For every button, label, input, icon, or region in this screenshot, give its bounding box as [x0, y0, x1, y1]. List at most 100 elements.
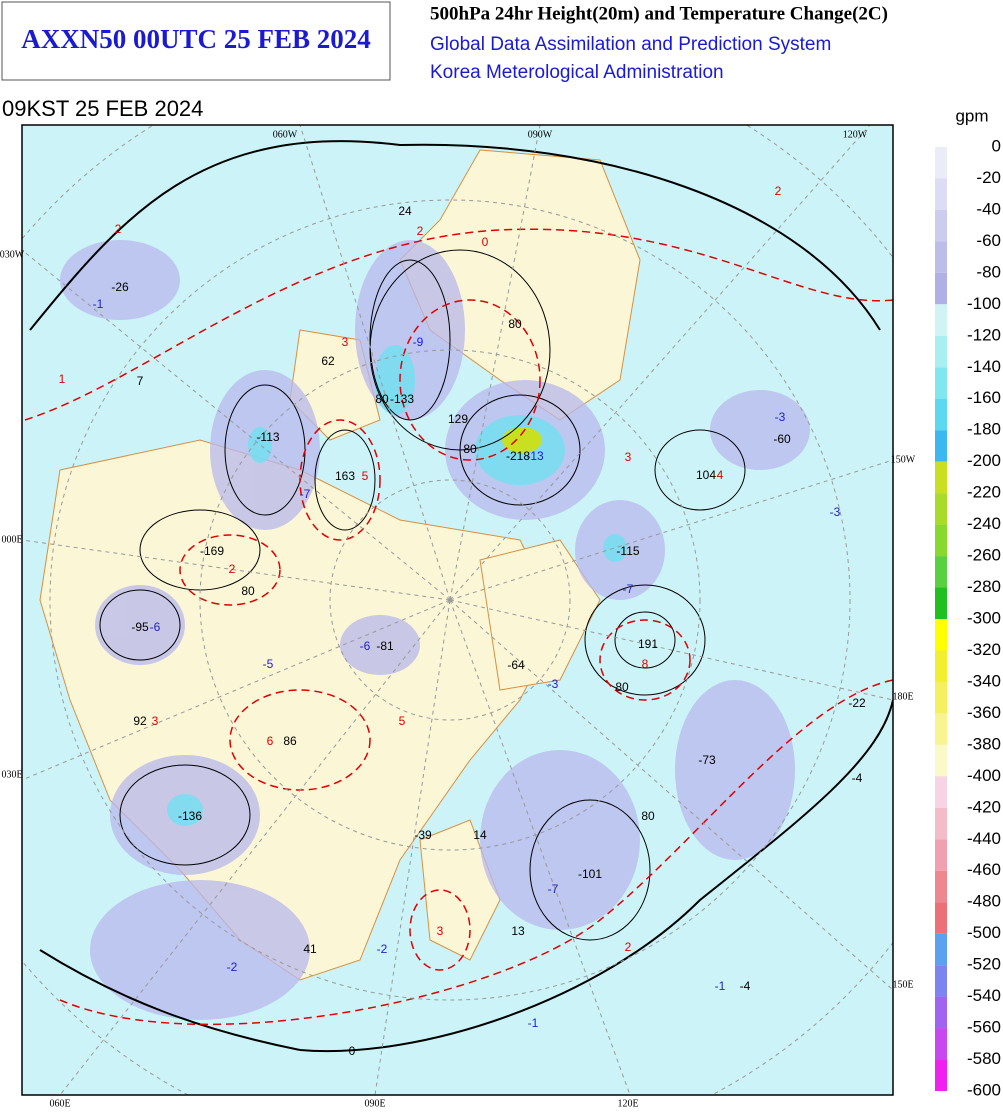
colorbar-swatch [935, 807, 947, 840]
colorbar-tick-label: -300 [967, 608, 1001, 627]
map-label: -7 [548, 882, 559, 896]
colorbar-swatch [935, 1028, 947, 1060]
map-label: -5 [263, 657, 274, 671]
map-label: -64 [507, 658, 525, 672]
colorbar-tick-label: -600 [967, 1080, 1001, 1099]
map-label: 62 [321, 354, 335, 368]
system: Global Data Assimilation and Prediction … [430, 34, 831, 55]
map-label: -22 [848, 696, 866, 710]
colorbar-tick-label: -380 [967, 734, 1001, 753]
colorbar-swatch [935, 933, 947, 966]
colorbar-swatch [935, 398, 947, 431]
map-label: 86 [283, 734, 297, 748]
map-label: 80 [508, 317, 522, 331]
map-label: -60 [773, 432, 791, 446]
map-label: 104 [696, 468, 716, 482]
colorbar-tick-label: -240 [967, 514, 1001, 533]
map-label: -136 [178, 809, 202, 823]
grid-label: 090W [528, 129, 553, 140]
map-label: -7 [623, 582, 634, 596]
colorbar-tick-label: -160 [967, 388, 1001, 407]
temperature-contours [24, 228, 893, 1026]
colorbar-swatch [935, 902, 947, 934]
colorbar-tick-label: -540 [967, 986, 1001, 1005]
map-label: 80 [241, 584, 255, 598]
map-label: 41 [303, 942, 317, 956]
grid-labels: 060W 090W 120W 030W 150W 000E 180E 030E 150E 060E… [0, 129, 916, 1109]
map-label: 2 [625, 940, 632, 954]
map-label: 3 [437, 924, 444, 938]
map-label: 2 [229, 562, 236, 576]
colorbar-swatch [935, 147, 947, 179]
grid-label: 180E [892, 691, 913, 702]
colorbar-swatch [935, 461, 947, 494]
colorbar-swatch [935, 839, 947, 871]
colorbar-tick-label: 0 [992, 136, 1001, 155]
colorbar-swatch [935, 870, 947, 903]
colorbar-swatch [935, 272, 947, 305]
colorbar-swatch [935, 430, 947, 462]
map-label: -6 [150, 620, 161, 634]
colorbar-swatch [935, 996, 947, 1029]
colorbar-swatch [935, 587, 947, 619]
colorbar-tick-label: -580 [967, 1049, 1001, 1068]
colorbar-tick-label: -460 [967, 860, 1001, 879]
map-label: -2 [227, 960, 238, 974]
colorbar-tick-label: -40 [976, 199, 1001, 218]
colorbar-swatch [935, 367, 947, 399]
colorbar-tick-label: -340 [967, 671, 1001, 690]
colorbar-swatch [935, 335, 947, 368]
map-label: 4 [717, 468, 724, 482]
colorbar-swatch [935, 681, 947, 714]
map-label: 7 [137, 374, 144, 388]
colorbar-tick-label: -20 [976, 168, 1001, 187]
map-label: 13 [511, 924, 525, 938]
colorbar-swatch [935, 524, 947, 557]
grid-label: 030W [0, 249, 25, 260]
agency: Korea Meterological Administration [430, 62, 724, 83]
map-label: -4 [740, 979, 751, 993]
height-contours [29, 140, 893, 1053]
map-label: 3 [625, 450, 632, 464]
grid-label: 060W [273, 129, 298, 140]
map-label: -39 [414, 828, 432, 842]
title-box [1, 1, 391, 81]
grid-label: 030E [1, 769, 22, 780]
map-label: -3 [830, 505, 841, 519]
map-label: -3 [775, 410, 786, 424]
colorbar-tick-label: -220 [967, 483, 1001, 502]
map-label: 3 [152, 714, 159, 728]
map-label: -3 [548, 677, 559, 691]
colorbar-tick-label: -200 [967, 451, 1001, 470]
valid-time: 09KST 25 FEB 2024 [2, 96, 203, 121]
map-label: -1 [93, 297, 104, 311]
grid-label: 120W [843, 129, 868, 140]
colorbar-tick-label: -60 [976, 231, 1001, 250]
map-label: -81 [376, 639, 394, 653]
colorbar-tick-label: -500 [967, 923, 1001, 942]
colorbar-tick-label: -440 [967, 829, 1001, 848]
map-label: -26 [111, 280, 129, 294]
colorbar-swatch [935, 965, 947, 997]
colorbar-swatch [935, 713, 947, 745]
colorbar-swatch [935, 776, 947, 808]
grid-label: 000E [1, 534, 22, 545]
map-label: 14 [473, 828, 487, 842]
map-label: 6 [267, 734, 274, 748]
map-label: 5 [399, 714, 406, 728]
colorbar-unit: gpm [955, 106, 988, 125]
map-label: 163 [335, 469, 355, 483]
map-label: -133 [390, 392, 414, 406]
map-label: 80 [375, 392, 389, 406]
colorbar-swatch [935, 744, 947, 777]
grid-label: 150E [892, 979, 913, 990]
colorbar-tick-label: -100 [967, 294, 1001, 313]
colorbar-tick-label: -140 [967, 357, 1001, 376]
map-label: 2 [775, 184, 782, 198]
map-label: 8 [642, 657, 649, 671]
map-label: 80 [463, 442, 477, 456]
